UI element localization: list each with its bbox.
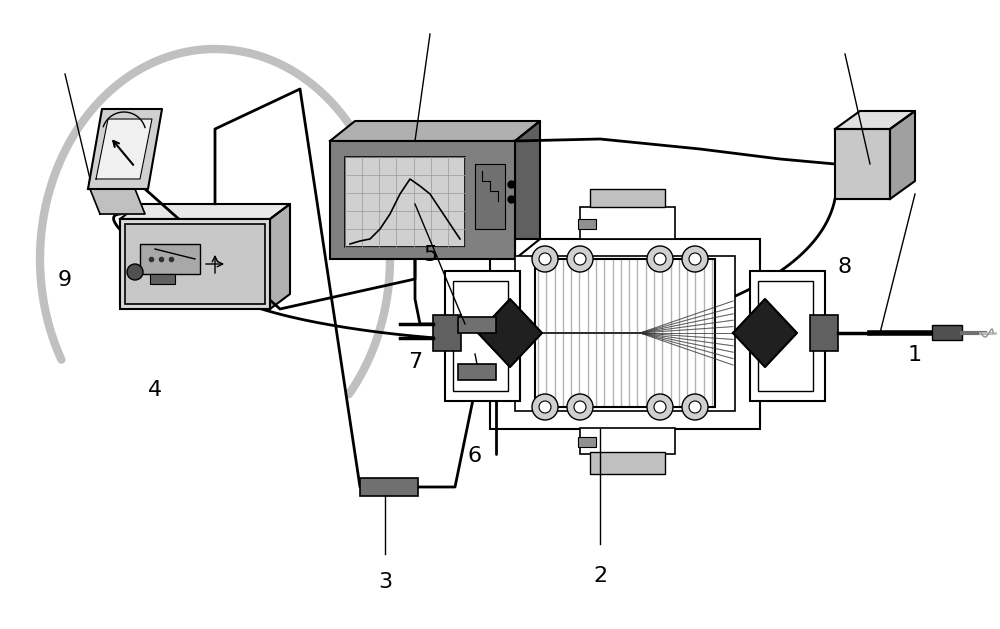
Bar	[810, 315, 838, 351]
Bar	[345, 157, 465, 247]
Bar	[445, 271, 520, 401]
Bar	[140, 244, 200, 274]
Bar	[932, 325, 962, 340]
Text: 1: 1	[908, 345, 922, 365]
Bar	[360, 478, 418, 496]
Circle shape	[567, 394, 593, 420]
Circle shape	[682, 394, 708, 420]
Circle shape	[539, 253, 551, 265]
Bar	[535, 259, 715, 407]
Polygon shape	[270, 204, 290, 309]
Polygon shape	[90, 189, 145, 214]
Bar	[458, 364, 496, 380]
Bar	[150, 274, 175, 284]
Circle shape	[689, 253, 701, 265]
Circle shape	[682, 246, 708, 272]
Circle shape	[654, 401, 666, 413]
Circle shape	[532, 394, 558, 420]
Polygon shape	[96, 119, 152, 179]
Bar	[433, 315, 461, 351]
Circle shape	[689, 401, 701, 413]
Bar	[590, 189, 665, 207]
Bar	[580, 207, 675, 239]
Text: 7: 7	[408, 352, 422, 372]
Bar	[453, 281, 508, 391]
Circle shape	[127, 264, 143, 280]
Text: 8: 8	[838, 257, 852, 277]
Circle shape	[654, 253, 666, 265]
Circle shape	[647, 246, 673, 272]
Text: 2: 2	[593, 565, 607, 586]
Bar	[750, 271, 825, 401]
Polygon shape	[890, 111, 915, 199]
Text: 4: 4	[148, 380, 162, 400]
Bar	[515, 256, 735, 411]
Bar	[578, 219, 596, 229]
Circle shape	[539, 401, 551, 413]
Bar	[120, 219, 270, 309]
Text: 5: 5	[423, 245, 437, 265]
Bar	[490, 239, 760, 429]
Text: 6: 6	[468, 446, 482, 466]
Polygon shape	[330, 121, 540, 141]
Bar	[535, 259, 715, 407]
Bar	[330, 141, 515, 259]
Polygon shape	[515, 121, 540, 259]
Polygon shape	[88, 109, 162, 189]
Bar	[475, 164, 505, 229]
Polygon shape	[478, 299, 542, 367]
Bar	[580, 428, 675, 454]
Bar	[125, 224, 265, 304]
Circle shape	[532, 246, 558, 272]
Bar	[458, 317, 496, 333]
Text: 3: 3	[378, 572, 392, 592]
Bar	[758, 281, 813, 391]
Circle shape	[567, 246, 593, 272]
Circle shape	[574, 401, 586, 413]
Bar	[590, 452, 665, 474]
Bar	[578, 437, 596, 447]
Circle shape	[574, 253, 586, 265]
Text: 9: 9	[58, 270, 72, 290]
Polygon shape	[120, 204, 290, 219]
Circle shape	[647, 394, 673, 420]
Polygon shape	[835, 111, 915, 129]
Polygon shape	[835, 129, 890, 199]
Polygon shape	[733, 299, 797, 367]
